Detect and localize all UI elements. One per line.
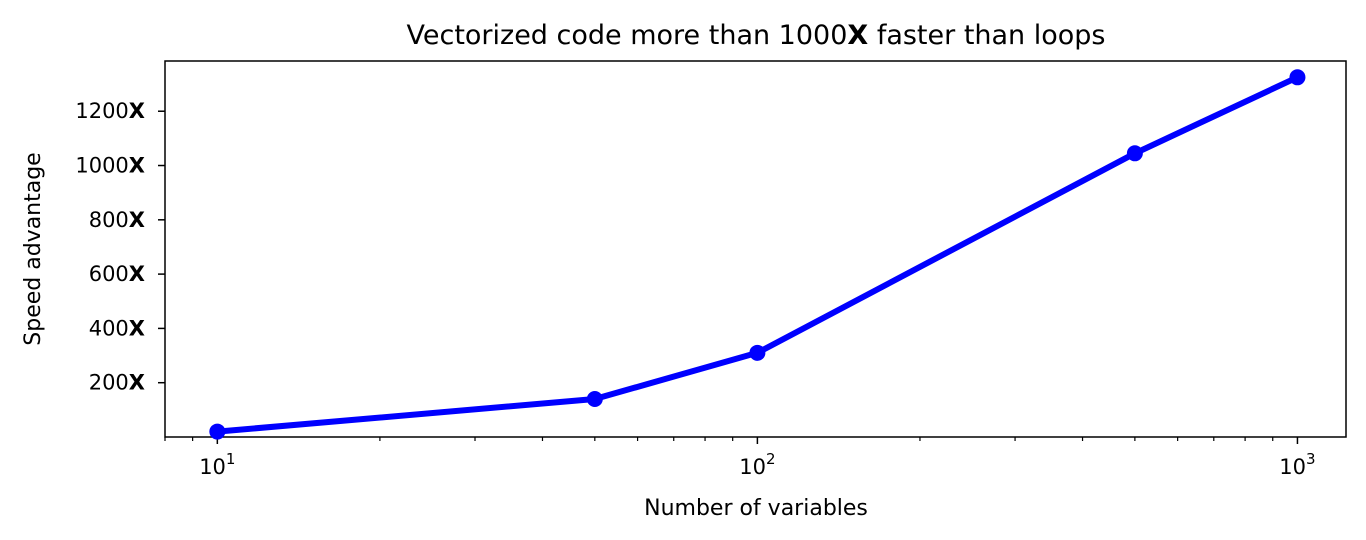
y-tick-label: 600X <box>89 262 145 286</box>
x-axis: 101 102 103 <box>164 437 1316 479</box>
data-point <box>749 344 766 361</box>
data-point <box>586 390 603 407</box>
series-line <box>214 74 1301 435</box>
plot-area-frame <box>164 60 1347 438</box>
y-tick-label: 800X <box>89 208 145 232</box>
x-tick-label: 101 <box>199 450 235 479</box>
y-tick-label: 200X <box>89 371 145 395</box>
y-axis: 200X 400X 600X 800X 1000X 1200X <box>75 99 165 395</box>
y-axis-label: Speed advantage <box>21 152 46 345</box>
x-tick-label: 103 <box>1279 450 1315 479</box>
x-axis-label: Number of variables <box>644 496 868 521</box>
data-point <box>1289 69 1306 86</box>
y-tick-label: 1000X <box>75 154 145 178</box>
chart-title: Vectorized code more than 1000X faster t… <box>406 20 1105 51</box>
data-point <box>1126 145 1143 162</box>
data-point <box>209 423 226 440</box>
x-tick-label: 102 <box>739 450 775 479</box>
y-tick-label: 1200X <box>75 99 145 123</box>
y-tick-label: 400X <box>89 316 145 340</box>
data-series <box>209 69 1306 440</box>
